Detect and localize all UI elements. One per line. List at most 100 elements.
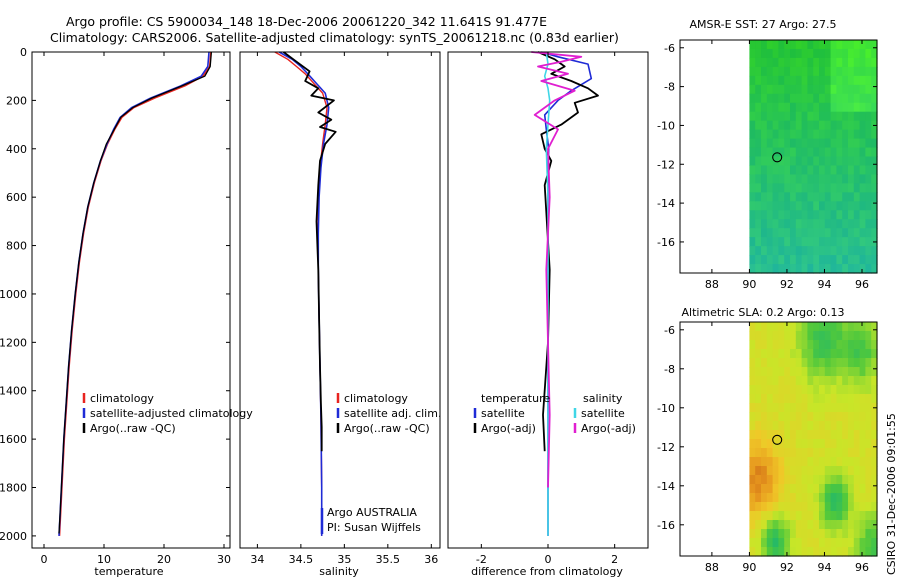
sla_map-cell (801, 322, 809, 332)
sla_map-cell (749, 529, 756, 539)
sst_map-cell (865, 165, 872, 176)
sst_map-cell (865, 147, 872, 158)
sla_map-ytick-label: -10 (657, 402, 675, 415)
sst_map-cell (801, 156, 809, 167)
sla_map-cell (755, 493, 762, 503)
sst_map-cell (755, 138, 762, 149)
sla_map-cell (795, 376, 803, 386)
sst_map-cell (801, 66, 809, 77)
sst_map-cell (761, 111, 768, 122)
sst_map-cell (865, 40, 872, 50)
sla_map-cell (790, 430, 797, 440)
sla_map-cell (824, 502, 832, 512)
sst_map-cell (772, 102, 780, 113)
sla_map-cell (766, 367, 774, 377)
sla_map-cell (830, 520, 838, 530)
sla_map-cell (784, 412, 791, 422)
difference-legend-left-0-label: satellite (481, 407, 525, 420)
sst_map-cell (813, 75, 820, 86)
sla_map-cell (865, 457, 872, 467)
sst_map-cell (813, 192, 820, 202)
sla_map-cell (859, 484, 866, 494)
sla_map-cell (871, 547, 878, 557)
sst_map-cell (801, 228, 809, 238)
sst_map-cell (853, 219, 861, 229)
sla_map-cell (819, 331, 826, 341)
sla_map-cell (784, 520, 791, 530)
sst_map-cell (795, 201, 803, 211)
sst_map-cell (784, 264, 791, 274)
sst_map-cell (761, 192, 768, 202)
sst_map-cell (807, 219, 814, 229)
sla_map-cell (790, 349, 797, 359)
sst_map-cell (871, 75, 878, 86)
sst_map-cell (790, 40, 797, 50)
sst_map-cell (790, 255, 797, 265)
sla_map-cell (784, 529, 791, 539)
sst_map-cell (836, 147, 843, 158)
sla_map-cell (801, 484, 809, 494)
sst_map-cell (830, 102, 838, 113)
sst_map-cell (830, 111, 838, 122)
sst_map-cell (749, 48, 756, 59)
sla_map-cell (865, 529, 872, 539)
salinity-legend-0-label: climatology (344, 392, 408, 405)
sst_map-cell (766, 75, 774, 86)
sla_map-cell (749, 520, 756, 530)
title-line-2: Climatology: CARS2006. Satellite-adjuste… (50, 30, 619, 45)
sla_map-cell (749, 457, 756, 467)
sla_map-cell (790, 421, 797, 431)
sst_map-cell (807, 84, 814, 95)
sla_map-cell (859, 538, 866, 548)
sst_map-cell (813, 237, 820, 247)
sla_map-cell (848, 430, 855, 440)
sla_map-cell (778, 430, 785, 440)
sst_map-cell (871, 40, 878, 50)
sst_map-cell (755, 129, 762, 140)
sst_map-cell (749, 264, 756, 274)
sla_map-cell (824, 340, 832, 350)
sla_map-cell (853, 538, 861, 548)
sla_map-cell (790, 403, 797, 413)
sla_map-xtick-label: 88 (705, 561, 719, 574)
sla_map-cell (824, 358, 832, 368)
sla_map-cell (830, 529, 838, 539)
sla_map-cell (761, 466, 768, 476)
sla_map-cell (853, 520, 861, 530)
sla_map-cell (842, 520, 849, 530)
sla_map-cell (772, 376, 780, 386)
sla_map-cell (784, 385, 791, 395)
sla_map-cell (772, 385, 780, 395)
sst_map-cell (813, 246, 820, 256)
sla_map-cell (865, 322, 872, 332)
sla_map-cell (813, 511, 820, 521)
sst_map-cell (871, 183, 878, 193)
sst_map-cell (824, 210, 832, 220)
sst_map-cell (790, 174, 797, 184)
temperature-ytick-label: 200 (6, 94, 27, 107)
temperature-ytick-label: 600 (6, 191, 27, 204)
sst_map-cell (848, 129, 855, 140)
sst_map-cell (778, 147, 785, 158)
sst_map-cell (813, 93, 820, 104)
sla_map-cell (795, 349, 803, 359)
sla_map-cell (749, 331, 756, 341)
sla_map-cell (853, 493, 861, 503)
sst_map-cell (813, 174, 820, 184)
sla_map-cell (871, 502, 878, 512)
sla_map-cell (824, 484, 832, 494)
sla_map-cell (836, 412, 843, 422)
sla_map-cell (842, 385, 849, 395)
sst_map-cell (830, 174, 838, 184)
sst_map-cell (790, 201, 797, 211)
sst_map-cell (795, 183, 803, 193)
sla_map-cell (749, 394, 756, 404)
sla_map-cell (795, 466, 803, 476)
sst_map-cell (853, 129, 861, 140)
sst_map-cell (755, 120, 762, 131)
sla_map-cell (772, 403, 780, 413)
sla_map-cell (859, 547, 866, 557)
sst_map-cell (784, 93, 791, 104)
sst_map-cell (836, 201, 843, 211)
sla_map-cell (784, 547, 791, 557)
